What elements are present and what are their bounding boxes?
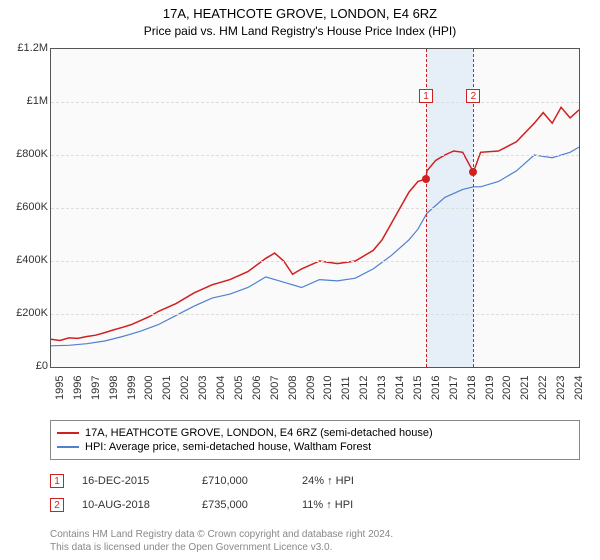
legend-item-price-paid: 17A, HEATHCOTE GROVE, LONDON, E4 6RZ (se…	[57, 427, 573, 439]
x-tick-label: 2018	[466, 376, 478, 400]
x-tick-label: 2021	[519, 376, 531, 400]
x-tick-label: 2022	[537, 376, 549, 400]
x-tick-label: 2009	[305, 376, 317, 400]
x-tick-label: 2019	[484, 376, 496, 400]
chart-container: 17A, HEATHCOTE GROVE, LONDON, E4 6RZ Pri…	[0, 0, 600, 560]
x-tick-label: 2017	[448, 376, 460, 400]
footer-line-2: This data is licensed under the Open Gov…	[50, 541, 580, 554]
x-tick-label: 2010	[322, 376, 334, 400]
sale-row-1: 1 16-DEC-2015 £710,000 24% ↑ HPI	[50, 474, 580, 488]
chart-subtitle: Price paid vs. HM Land Registry's House …	[0, 24, 600, 38]
footer-line-1: Contains HM Land Registry data © Crown c…	[50, 528, 580, 541]
x-tick-label: 2006	[251, 376, 263, 400]
plot-area: 12	[50, 48, 580, 368]
event-dot	[469, 168, 477, 176]
x-tick-label: 1996	[72, 376, 84, 400]
legend-swatch-price-paid	[57, 432, 79, 434]
x-tick-label: 2024	[573, 376, 585, 400]
x-tick-label: 2002	[179, 376, 191, 400]
series-line-price_paid	[51, 107, 579, 340]
y-tick-label: £400K	[4, 254, 48, 266]
x-tick-label: 2003	[197, 376, 209, 400]
x-tick-label: 2005	[233, 376, 245, 400]
legend-swatch-hpi	[57, 446, 79, 448]
sale-price-1: £710,000	[202, 475, 302, 487]
x-tick-label: 2007	[269, 376, 281, 400]
x-tick-label: 2012	[358, 376, 370, 400]
x-tick-label: 2020	[501, 376, 513, 400]
y-tick-label: £1M	[4, 95, 48, 107]
sale-pct-1: 24% ↑ HPI	[302, 475, 422, 487]
y-tick-label: £800K	[4, 148, 48, 160]
x-tick-label: 2015	[412, 376, 424, 400]
footer-text: Contains HM Land Registry data © Crown c…	[50, 528, 580, 554]
y-tick-label: £200K	[4, 307, 48, 319]
x-tick-label: 2023	[555, 376, 567, 400]
x-tick-label: 1995	[54, 376, 66, 400]
x-tick-label: 1999	[126, 376, 138, 400]
chart-title: 17A, HEATHCOTE GROVE, LONDON, E4 6RZ	[0, 6, 600, 21]
x-tick-label: 2004	[215, 376, 227, 400]
x-tick-label: 2011	[340, 376, 352, 400]
sale-date-2: 10-AUG-2018	[82, 499, 202, 511]
sale-date-1: 16-DEC-2015	[82, 475, 202, 487]
legend-label-price-paid: 17A, HEATHCOTE GROVE, LONDON, E4 6RZ (se…	[85, 427, 433, 439]
x-tick-label: 2013	[376, 376, 388, 400]
x-tick-label: 2014	[394, 376, 406, 400]
sale-price-2: £735,000	[202, 499, 302, 511]
event-marker-box: 2	[466, 89, 480, 103]
sale-pct-2: 11% ↑ HPI	[302, 499, 422, 511]
x-tick-label: 2001	[161, 376, 173, 400]
x-tick-label: 1998	[108, 376, 120, 400]
y-tick-label: £600K	[4, 201, 48, 213]
x-tick-label: 2000	[143, 376, 155, 400]
legend-item-hpi: HPI: Average price, semi-detached house,…	[57, 441, 573, 453]
legend-box: 17A, HEATHCOTE GROVE, LONDON, E4 6RZ (se…	[50, 420, 580, 460]
x-tick-label: 2008	[287, 376, 299, 400]
series-line-hpi	[51, 147, 579, 346]
sale-marker-1: 1	[50, 474, 64, 488]
event-marker-box: 1	[419, 89, 433, 103]
event-dot	[422, 175, 430, 183]
sale-marker-2: 2	[50, 498, 64, 512]
y-tick-label: £0	[4, 360, 48, 372]
x-tick-label: 2016	[430, 376, 442, 400]
legend-label-hpi: HPI: Average price, semi-detached house,…	[85, 441, 371, 453]
x-tick-label: 1997	[90, 376, 102, 400]
sale-row-2: 2 10-AUG-2018 £735,000 11% ↑ HPI	[50, 498, 580, 512]
y-tick-label: £1.2M	[4, 42, 48, 54]
